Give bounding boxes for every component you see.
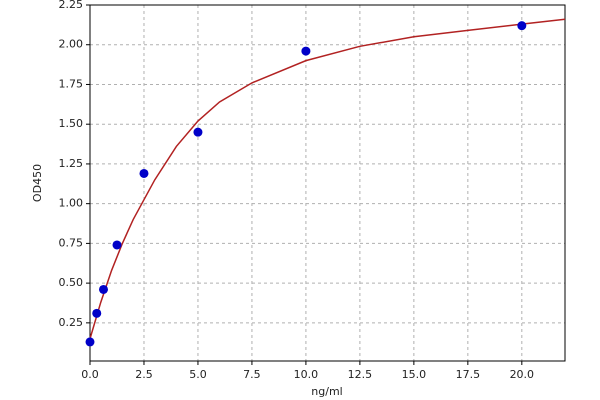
y-axis-label: OD450 [31,164,44,202]
data-point [193,127,203,137]
x-tick-label: 7.5 [243,368,261,381]
x-tick-label: 15.0 [402,368,427,381]
x-tick-label: 10.0 [294,368,319,381]
x-tick-label: 17.5 [456,368,481,381]
data-point [517,21,527,31]
y-tick-label: 0.25 [59,316,84,329]
data-point [98,284,108,294]
y-tick-label: 1.75 [59,77,84,90]
x-axis-label: ng/ml [311,385,342,398]
x-tick-label: 0.0 [81,368,99,381]
plot-frame [89,4,566,362]
data-point [301,46,311,56]
x-tick-label: 20.0 [510,368,535,381]
data-point [85,337,95,347]
data-point [92,308,102,318]
y-tick-label: 1.50 [59,117,84,130]
y-tick-label: 0.75 [59,236,84,249]
x-tick-label: 5.0 [189,368,207,381]
y-tick-label: 1.00 [59,197,84,210]
y-tick-label: 2.25 [59,0,84,11]
x-tick-label: 2.5 [135,368,153,381]
plot-area [90,5,565,361]
data-point [112,240,122,250]
y-tick-label: 2.00 [59,38,84,51]
data-point [139,168,149,178]
y-tick-label: 1.25 [59,157,84,170]
y-tick-label: 0.50 [59,276,84,289]
x-tick-label: 12.5 [348,368,373,381]
fit-curve [89,18,566,339]
